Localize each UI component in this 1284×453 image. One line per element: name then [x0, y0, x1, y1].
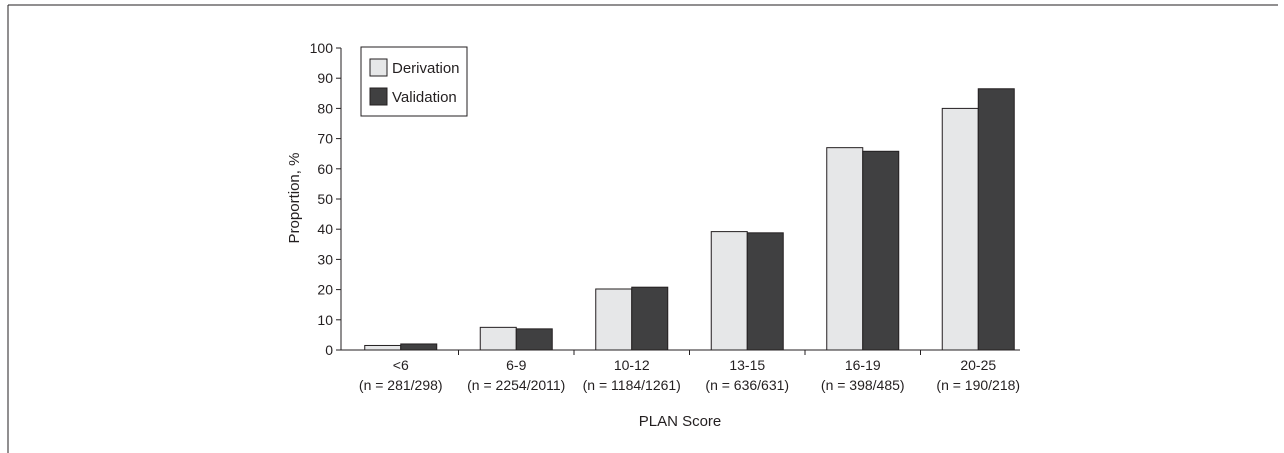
- plot-area: 0 10 20 30 40 50 60 70 80 90 100 <6 (n = 281/298) 6-9…: [310, 40, 1020, 393]
- bar-derivation-5: [941, 107, 979, 351]
- x-tick-label: 10-12: [614, 357, 650, 373]
- bar-derivation-1: [479, 326, 517, 351]
- bar-validation-1: [515, 328, 553, 351]
- x-tick-label: 20-25: [960, 357, 996, 373]
- bar-validation-3: [746, 232, 784, 351]
- x-category-count: (n = 636/631): [705, 377, 789, 393]
- x-category-count: (n = 281/298): [359, 377, 443, 393]
- x-category-count: (n = 2254/2011): [467, 377, 565, 393]
- legend-label-derivation: Derivation: [392, 60, 460, 77]
- y-tick-label: 30: [317, 251, 333, 267]
- x-axis-label: PLAN Score: [639, 413, 722, 430]
- y-tick-label: 80: [317, 100, 333, 116]
- y-tick-label: 10: [317, 312, 333, 328]
- legend-label-validation: Validation: [392, 89, 457, 106]
- legend-swatch-derivation: [369, 58, 388, 77]
- x-tick-label: 13-15: [729, 357, 765, 373]
- legend: Derivation Validation: [360, 46, 468, 117]
- legend-swatch-validation: [369, 87, 388, 106]
- bar-derivation-3: [710, 231, 748, 351]
- x-category-count: (n = 190/218): [936, 377, 1020, 393]
- y-tick-label: 70: [317, 131, 333, 147]
- y-tick-label: 50: [317, 191, 333, 207]
- bar-validation-2: [631, 286, 669, 351]
- y-axis-label: Proportion, %: [286, 153, 303, 244]
- y-tick-label: 100: [310, 40, 334, 56]
- y-tick-label: 90: [317, 70, 333, 86]
- bar-validation-4: [862, 150, 900, 351]
- bar-validation-0: [400, 343, 438, 351]
- bar-derivation-2: [595, 288, 633, 351]
- x-tick-label: <6: [393, 357, 409, 373]
- x-category-count: (n = 1184/1261): [583, 377, 681, 393]
- x-tick-label: 6-9: [506, 357, 526, 373]
- bar-derivation-4: [826, 147, 864, 351]
- y-tick-label: 60: [317, 161, 333, 177]
- y-tick-label: 0: [325, 342, 333, 358]
- bar-validation-5: [977, 88, 1015, 351]
- x-category-count: (n = 398/485): [821, 377, 905, 393]
- bar-derivation-0: [364, 344, 402, 351]
- y-tick-label: 40: [317, 221, 333, 237]
- y-tick-label: 20: [317, 282, 333, 298]
- x-tick-label: 16-19: [845, 357, 881, 373]
